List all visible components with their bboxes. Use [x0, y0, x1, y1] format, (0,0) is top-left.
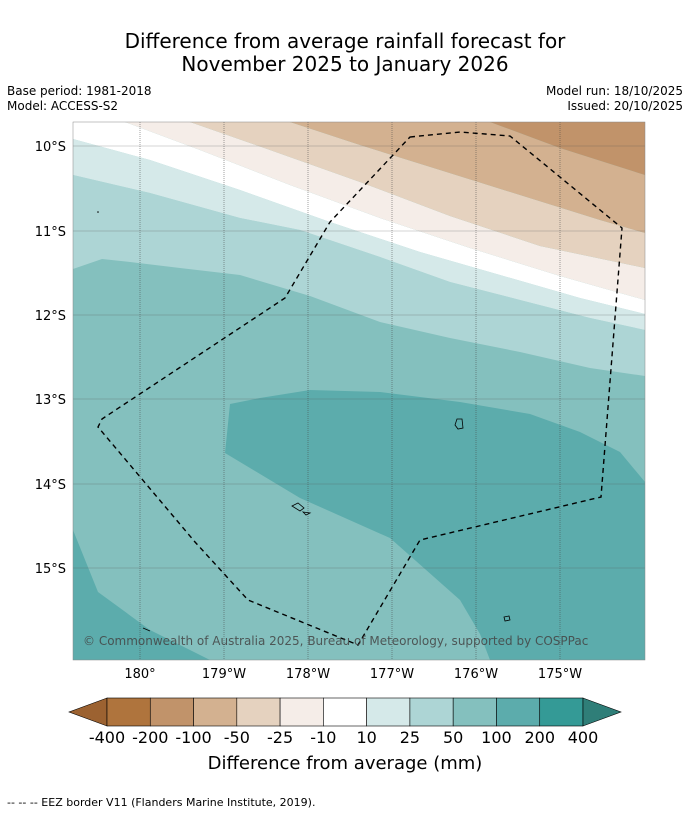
island-small	[503, 615, 511, 622]
lat-label: 14°S	[35, 478, 66, 493]
colorbar-segment	[106, 697, 151, 727]
footer-note: -- -- -- EEZ border V11 (Flanders Marine…	[7, 796, 316, 809]
lon-label: 176°W	[454, 667, 498, 682]
eez-border	[97, 131, 623, 646]
colorbar-tick-label: 100	[481, 728, 512, 747]
lat-axis: 10°S 11°S 12°S 13°S 14°S 15°S	[35, 140, 66, 577]
colorbar-tick-label: 200	[524, 728, 555, 747]
colorbar-tick-label: 10	[356, 728, 376, 747]
colorbar-segment	[409, 697, 454, 727]
colorbar-tick-label: -100	[175, 728, 211, 747]
islet-north	[97, 211, 99, 213]
island-sw	[142, 627, 151, 632]
title-line-2: November 2025 to January 2026	[181, 52, 509, 76]
colorbar-arrow-low	[68, 697, 108, 727]
island-alofi	[301, 511, 312, 516]
issued-date: Issued: 20/10/2025	[567, 99, 683, 113]
lat-label: 12°S	[35, 309, 66, 324]
colorbar-tick-label: 50	[443, 728, 463, 747]
colorbar-segment	[279, 697, 324, 727]
band-100-200-east	[225, 390, 645, 660]
band-10-25	[73, 139, 645, 330]
meta-left: Base period: 1981-2018 Model: ACCESS-S2	[7, 84, 152, 114]
band-neg-25-50	[190, 122, 645, 268]
colorbar-tick-label: 25	[400, 728, 420, 747]
chart-title: Difference from average rainfall forecas…	[0, 30, 690, 76]
colorbar-segment	[149, 697, 194, 727]
colorbar-segment	[452, 697, 497, 727]
colorbar-arrow-high	[582, 697, 622, 727]
colorbar-label: Difference from average (mm)	[207, 753, 483, 774]
lon-label: 178°W	[286, 667, 330, 682]
island-wallis	[454, 418, 464, 430]
band-neg-50-100	[290, 122, 645, 233]
colorbar-segment	[539, 697, 584, 727]
colorbar-tick-label: -25	[267, 728, 293, 747]
latitude-lines	[73, 145, 645, 569]
colorbar-segment	[366, 697, 411, 727]
copyright-notice: © Commonwealth of Australia 2025, Bureau…	[83, 634, 588, 648]
model-run: Model run: 18/10/2025	[545, 84, 683, 98]
lon-label: 180°	[124, 667, 155, 682]
colorbar-segment	[496, 697, 541, 727]
title-line-1: Difference from average rainfall forecas…	[124, 29, 566, 53]
island-futuna	[291, 502, 305, 512]
lat-label: 15°S	[35, 562, 66, 577]
map-frame	[72, 121, 646, 661]
colorbar-segment	[193, 697, 238, 727]
lat-label: 11°S	[35, 225, 66, 240]
meta-right: Model run: 18/10/2025 Issued: 20/10/2025	[546, 84, 683, 114]
band-neg-10-25	[120, 122, 645, 300]
band-neg-100-200	[490, 122, 645, 175]
colorbar-segment	[323, 697, 367, 727]
map-area: © Commonwealth of Australia 2025, Bureau…	[73, 122, 645, 660]
colorbar-tick-label: -200	[132, 728, 168, 747]
lon-label: 177°W	[370, 667, 414, 682]
band-100-200-lower	[73, 530, 210, 660]
colorbar-tick-label: 400	[568, 728, 599, 747]
graticule	[139, 122, 561, 660]
band-25-50	[73, 175, 645, 376]
lon-label: 175°W	[538, 667, 582, 682]
lon-label: 179°W	[202, 667, 246, 682]
base-period: Base period: 1981-2018	[7, 84, 152, 98]
colorbar-tick-label: -400	[89, 728, 125, 747]
colorbar-tick-label: -50	[224, 728, 250, 747]
colorbar: -400 -200 -100 -50 -25 -10 10 25 50 100 200 400	[68, 697, 622, 747]
model-name: Model: ACCESS-S2	[7, 99, 119, 113]
lat-label: 13°S	[35, 393, 66, 408]
colorbar-segment	[236, 697, 281, 727]
lat-label: 10°S	[35, 140, 66, 155]
band-neutral	[73, 122, 645, 314]
lon-axis: 180° 179°W 178°W 177°W 176°W 175°W	[124, 667, 582, 682]
colorbar-tick-label: -10	[310, 728, 336, 747]
